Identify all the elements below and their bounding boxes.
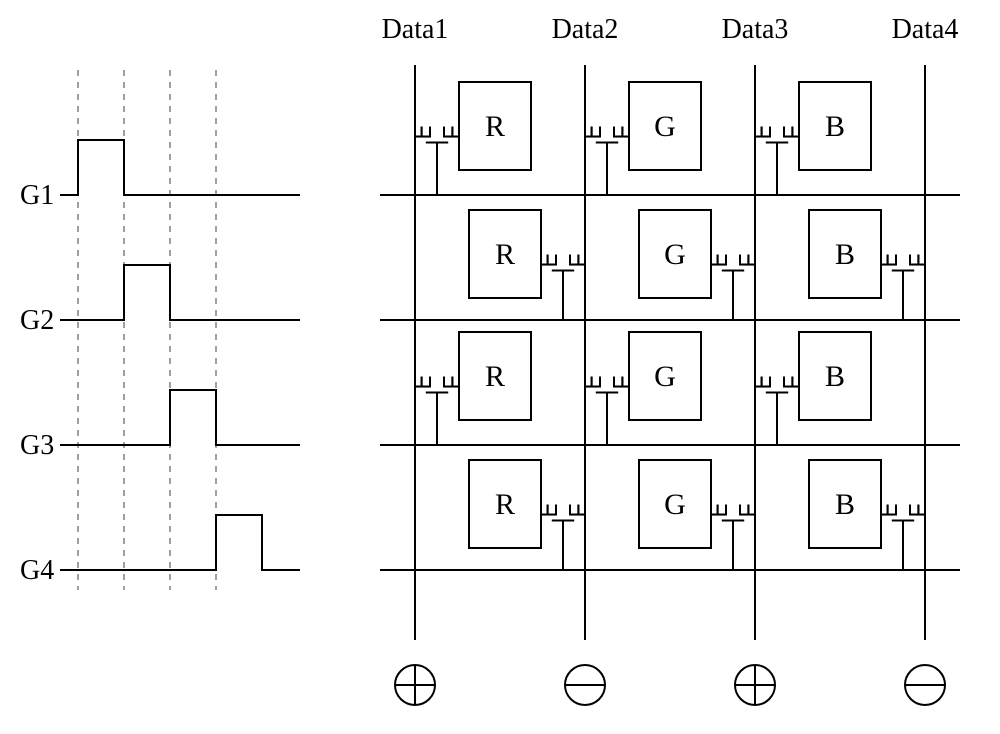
gate-label-G1: G1 [20, 180, 54, 211]
pixel-G: G [639, 210, 755, 320]
pixel-letter: G [664, 488, 686, 521]
timing-diagram: G1 G2 G3 G4 [20, 70, 300, 590]
gate-row-G3: G3 [20, 390, 300, 461]
pixel-letter: B [835, 488, 855, 521]
pixel-G: G [585, 82, 701, 195]
data-label-4: Data4 [892, 14, 959, 45]
pixel-letter: B [825, 110, 845, 143]
pixel-letter: G [654, 360, 676, 393]
tft-channel [585, 377, 629, 387]
polarity-plus-3 [735, 665, 775, 705]
gate-row-G4: G4 [20, 515, 300, 586]
tft-channel [755, 377, 799, 387]
gate-label-G4: G4 [20, 555, 54, 586]
pixel-R: R [415, 82, 531, 195]
pixel-B: B [755, 82, 871, 195]
gate-label-G3: G3 [20, 430, 54, 461]
tft-channel [541, 255, 585, 265]
tft-channel [415, 127, 459, 137]
pixel-letter: R [485, 360, 505, 393]
pixel-letter: G [654, 110, 676, 143]
pixel-R: R [469, 210, 585, 320]
tft-channel [711, 255, 755, 265]
pixel-letter: R [495, 488, 515, 521]
pixel-G: G [585, 332, 701, 445]
pixel-B: B [809, 460, 925, 570]
polarity-minus-2 [565, 665, 605, 705]
gate-waveform-G1 [60, 140, 300, 195]
pixel-letter: R [495, 238, 515, 271]
pixel-letter: B [835, 238, 855, 271]
gate-label-G2: G2 [20, 305, 54, 336]
tft-channel [541, 505, 585, 515]
gate-waveform-G4 [60, 515, 300, 570]
pixel-R: R [415, 332, 531, 445]
pixel-R: R [469, 460, 585, 570]
tft-channel [585, 127, 629, 137]
pixel-B: B [755, 332, 871, 445]
data-label-2: Data2 [552, 14, 619, 45]
data-label-3: Data3 [722, 14, 789, 45]
pixel-letter: G [664, 238, 686, 271]
pixel-letter: B [825, 360, 845, 393]
tft-channel [881, 505, 925, 515]
pixel-matrix: Data1 Data2 Data3 Data4 R G B R G B R G B R G B [380, 14, 960, 705]
pixel-letter: R [485, 110, 505, 143]
polarity-minus-4 [905, 665, 945, 705]
polarity-plus-1 [395, 665, 435, 705]
tft-channel [415, 377, 459, 387]
gate-row-G1: G1 [20, 140, 300, 211]
data-label-1: Data1 [382, 14, 449, 45]
tft-channel [711, 505, 755, 515]
gate-waveform-G2 [60, 265, 300, 320]
tft-channel [881, 255, 925, 265]
gate-waveform-G3 [60, 390, 300, 445]
pixel-G: G [639, 460, 755, 570]
pixel-B: B [809, 210, 925, 320]
tft-channel [755, 127, 799, 137]
gate-row-G2: G2 [20, 265, 300, 336]
